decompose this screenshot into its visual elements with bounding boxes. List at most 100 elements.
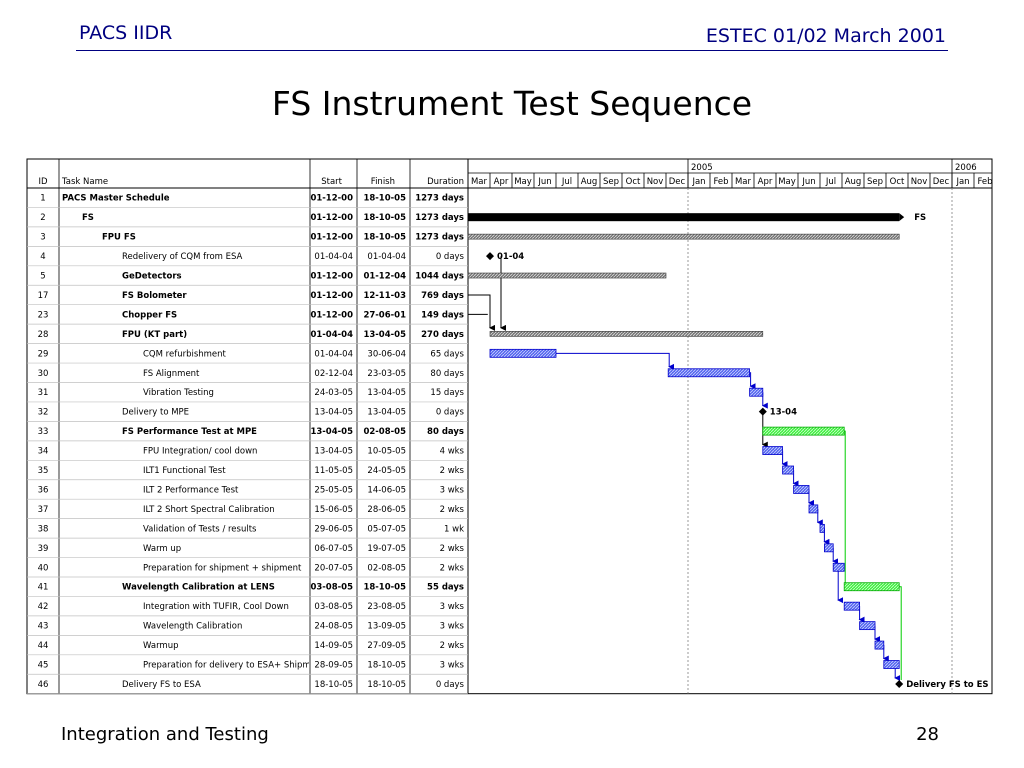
month-label: Jun: [801, 177, 815, 187]
month-label: Dec: [669, 177, 686, 187]
row-id: 28: [38, 330, 49, 340]
task-finish: 27-06-01: [363, 310, 406, 320]
task-start: 01-12-00: [310, 233, 353, 243]
task-bar: [874, 640, 885, 650]
task-duration: 3 wks: [440, 485, 465, 495]
task-duration: 80 days: [430, 369, 464, 379]
task-start: 14-09-05: [314, 641, 353, 651]
summary-bar: [843, 582, 900, 592]
task-duration: 65 days: [430, 349, 464, 359]
task-finish: 02-08-05: [367, 563, 406, 573]
row-id: 44: [38, 641, 49, 651]
task-bar: [667, 368, 751, 378]
row-id: 3: [40, 233, 45, 243]
task-finish: 10-05-05: [367, 447, 406, 457]
task-bar: [843, 601, 861, 611]
task-name: PACS Master Schedule: [62, 194, 170, 204]
task-finish: 02-08-05: [363, 427, 406, 437]
task-duration: 769 days: [421, 291, 464, 301]
row-id: 34: [38, 447, 49, 457]
task-finish: 18-10-05: [363, 194, 406, 204]
task-name: Vibration Testing: [143, 388, 214, 398]
column-header: Task Name: [61, 177, 108, 187]
task-bar: [824, 543, 834, 553]
task-bar: [883, 660, 900, 669]
row-id: 46: [38, 680, 49, 690]
header-left: PACS IIDR: [79, 22, 173, 44]
task-bar: [832, 562, 845, 572]
task-finish: 13-09-05: [367, 622, 406, 632]
month-label: Mar: [471, 177, 488, 187]
header-right: ESTEC 01/02 March 2001: [705, 25, 946, 47]
footer-left: Integration and Testing: [61, 724, 269, 745]
page-number: 28: [916, 724, 939, 745]
task-duration: 80 days: [427, 427, 464, 437]
task-name: Redelivery of CQM from ESA: [122, 252, 243, 262]
task-name: FS: [82, 213, 94, 223]
task-finish: 14-06-05: [367, 485, 406, 495]
task-duration: 1044 days: [415, 272, 464, 282]
dependency-link: [899, 586, 902, 680]
task-start: 02-12-04: [314, 369, 353, 379]
row-id: 17: [38, 291, 49, 301]
row-id: 41: [38, 583, 49, 593]
milestone-diamond: [895, 679, 904, 688]
task-bar: [489, 348, 557, 358]
row-id: 32: [38, 408, 49, 418]
task-duration: 270 days: [421, 330, 464, 340]
month-label: Sep: [603, 177, 619, 187]
task-name: Preparation for shipment + shipment: [143, 563, 302, 573]
summary-bar: [762, 426, 845, 436]
milestone-label: 01-04: [497, 252, 524, 262]
row-id: 30: [38, 369, 49, 379]
task-name: Integration with TUFIR, Cool Down: [143, 602, 289, 612]
task-start: 01-04-04: [314, 252, 353, 262]
row-id: 33: [38, 427, 49, 437]
task-duration: 2 wks: [440, 505, 465, 515]
task-name: Warmup: [143, 641, 178, 651]
row-id: 23: [38, 310, 49, 320]
task-duration: 2 wks: [440, 466, 465, 476]
task-finish: 30-06-04: [367, 349, 406, 359]
milestone-label: 13-04: [770, 408, 797, 418]
row-id: 35: [38, 466, 49, 476]
task-finish: 01-12-04: [363, 272, 406, 282]
task-duration: 3 wks: [440, 661, 465, 671]
milestone-diamond: [758, 407, 767, 416]
row-id: 43: [38, 622, 49, 632]
task-bar: [808, 504, 819, 514]
task-start: 24-03-05: [314, 388, 353, 398]
row-id: 31: [38, 388, 49, 398]
row-id: 2: [40, 213, 45, 223]
task-finish: 01-04-04: [367, 252, 406, 262]
year-label: 2005: [691, 163, 713, 173]
task-bar: [793, 485, 810, 494]
task-start: 01-12-00: [310, 272, 353, 282]
month-label: Nov: [647, 177, 664, 187]
task-finish: 05-07-05: [367, 524, 406, 534]
task-name: Chopper FS: [122, 310, 177, 320]
summary-bar: [468, 213, 900, 222]
task-bar: [782, 465, 794, 475]
task-finish: 13-04-05: [363, 330, 406, 340]
task-start: 25-05-05: [314, 485, 353, 495]
summary-bar: [467, 233, 900, 240]
task-start: 15-06-05: [314, 505, 353, 515]
task-finish: 28-06-05: [367, 505, 406, 515]
row-id: 29: [38, 349, 49, 359]
task-start: 01-12-00: [310, 310, 353, 320]
month-label: Jan: [955, 177, 969, 187]
task-name: Validation of Tests / results: [143, 524, 257, 534]
task-duration: 0 days: [436, 680, 465, 690]
column-header: Duration: [427, 177, 464, 187]
task-start: 18-10-05: [314, 680, 353, 690]
task-name: Wavelength Calibration: [143, 622, 242, 632]
row-id: 40: [38, 563, 49, 573]
task-start: 20-07-05: [314, 563, 353, 573]
gantt-frame: [26, 158, 993, 695]
task-duration: 1 wk: [444, 524, 464, 534]
row-id: 1: [40, 194, 45, 204]
row-id: 42: [38, 602, 49, 612]
summary-bar: [467, 272, 667, 279]
